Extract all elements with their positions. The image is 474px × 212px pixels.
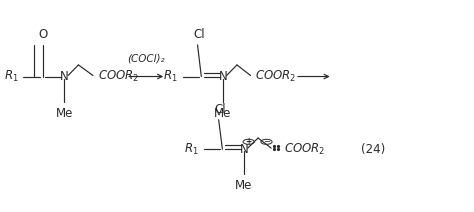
Text: +: + <box>246 137 252 146</box>
Text: O: O <box>38 28 47 41</box>
Text: (24): (24) <box>361 143 385 156</box>
Text: Me: Me <box>55 107 73 120</box>
Text: $COOR_2$: $COOR_2$ <box>255 69 297 84</box>
Text: Cl: Cl <box>193 28 205 41</box>
Text: (COCl)₂: (COCl)₂ <box>127 54 165 64</box>
Text: Me: Me <box>235 179 253 192</box>
Text: N: N <box>219 70 227 83</box>
Text: N: N <box>239 143 248 156</box>
Text: Cl: Cl <box>214 103 226 116</box>
Text: −: − <box>263 137 270 146</box>
Text: $R_1$: $R_1$ <box>4 69 18 84</box>
Text: $COOR_2$: $COOR_2$ <box>98 69 139 84</box>
Text: Me: Me <box>214 107 232 120</box>
Text: $COOR_2$: $COOR_2$ <box>284 142 326 157</box>
Text: $R_1$: $R_1$ <box>163 69 178 84</box>
Text: $R_1$: $R_1$ <box>184 142 199 157</box>
Text: N: N <box>60 70 69 83</box>
